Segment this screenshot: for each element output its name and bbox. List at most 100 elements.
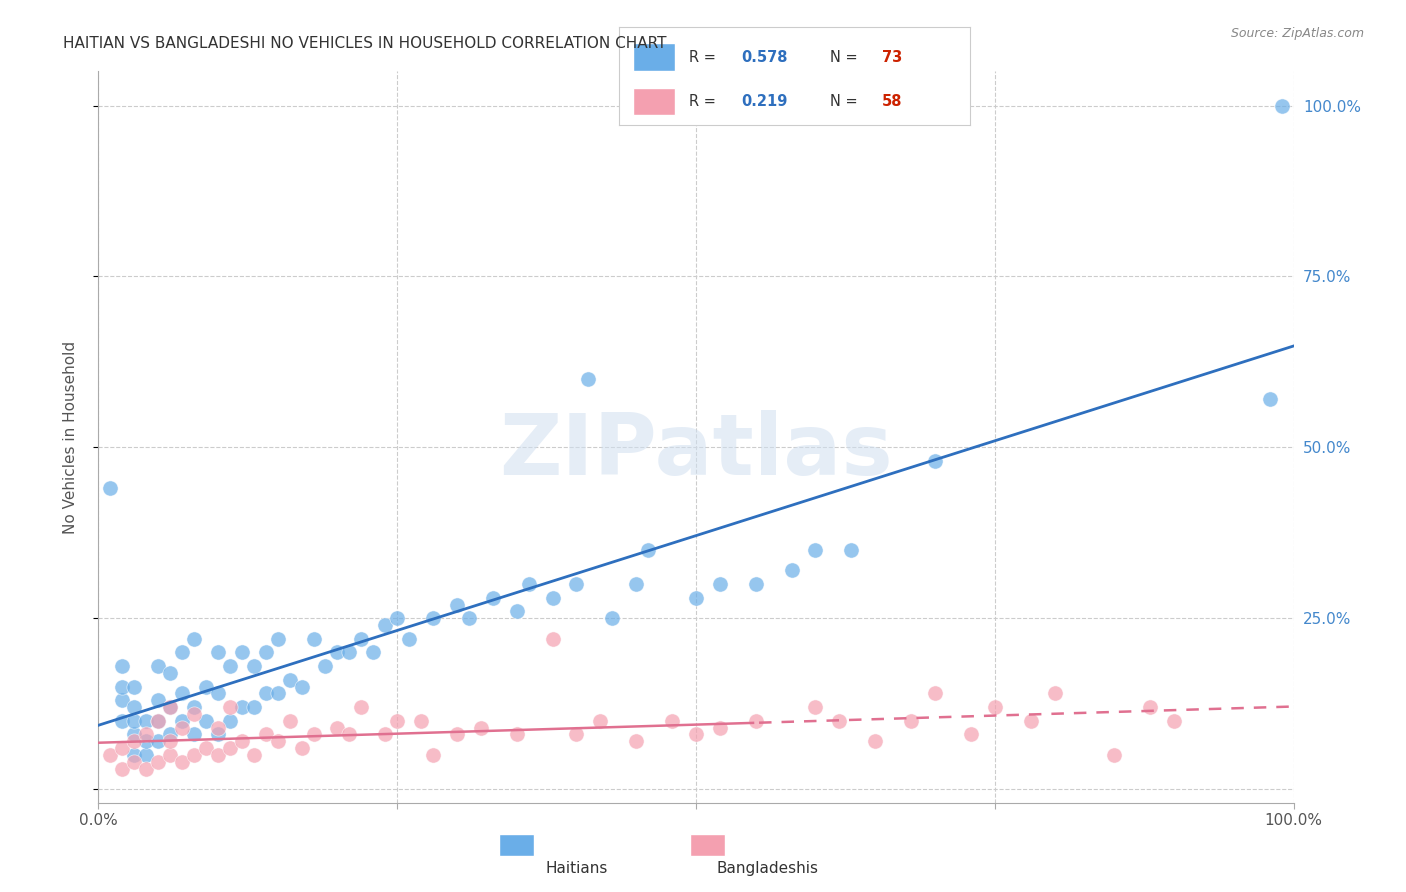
Point (661, 714, 683, 728)
Point (219, 741, 242, 756)
Point (254, 686, 277, 700)
Point (1271, 98, 1294, 112)
Point (124, 727, 146, 741)
Point (278, 714, 301, 728)
Point (183, 632, 205, 646)
Point (326, 721, 349, 735)
Point (576, 372, 599, 386)
Point (709, 721, 731, 735)
Point (267, 734, 290, 748)
Point (481, 591, 505, 605)
Point (541, 632, 564, 646)
Point (135, 714, 157, 728)
Point (135, 734, 157, 748)
Point (315, 659, 337, 673)
Point (124, 747, 146, 762)
Point (219, 659, 242, 673)
Point (959, 727, 981, 741)
Text: HAITIAN VS BANGLADESHI NO VEHICLES IN HOUSEHOLD CORRELATION CHART: HAITIAN VS BANGLADESHI NO VEHICLES IN HO… (63, 36, 666, 51)
Point (124, 755, 146, 769)
Text: N =: N = (830, 50, 862, 65)
Point (159, 747, 181, 762)
Point (565, 577, 588, 591)
Text: Bangladeshis: Bangladeshis (717, 862, 818, 876)
Text: ZIPatlas: ZIPatlas (499, 410, 893, 493)
Point (458, 611, 481, 625)
Point (111, 659, 134, 673)
Point (339, 727, 360, 741)
Point (172, 721, 194, 735)
Point (243, 659, 266, 673)
Point (219, 700, 242, 714)
Point (326, 645, 349, 659)
Point (1258, 392, 1281, 407)
Point (172, 645, 194, 659)
Point (148, 693, 170, 707)
Point (183, 700, 205, 714)
Text: 0.219: 0.219 (742, 94, 787, 109)
Point (804, 542, 827, 557)
Point (159, 700, 181, 714)
Point (385, 611, 409, 625)
Point (111, 680, 134, 694)
Point (291, 680, 314, 694)
Point (900, 714, 922, 728)
FancyBboxPatch shape (633, 87, 675, 115)
Point (135, 747, 157, 762)
Point (841, 542, 863, 557)
Point (231, 734, 253, 748)
Point (685, 727, 707, 741)
Point (565, 727, 588, 741)
Point (863, 734, 887, 748)
Point (219, 714, 242, 728)
Text: R =: R = (689, 94, 720, 109)
Point (446, 727, 468, 741)
Point (517, 577, 540, 591)
Point (1043, 686, 1066, 700)
Point (207, 686, 229, 700)
Point (124, 734, 146, 748)
Point (124, 700, 146, 714)
Text: R =: R = (689, 50, 720, 65)
Point (159, 665, 181, 680)
Point (207, 747, 229, 762)
Point (159, 734, 181, 748)
Point (148, 755, 170, 769)
Point (243, 700, 266, 714)
Point (148, 659, 170, 673)
Point (1163, 714, 1185, 728)
Point (626, 734, 648, 748)
Point (506, 604, 529, 618)
Point (350, 700, 373, 714)
Point (207, 721, 229, 735)
Point (302, 727, 325, 741)
Point (254, 727, 277, 741)
Point (98, 747, 122, 762)
FancyBboxPatch shape (633, 44, 675, 71)
Point (172, 755, 194, 769)
Point (111, 741, 134, 756)
Text: N =: N = (830, 94, 862, 109)
Point (135, 727, 157, 741)
Point (254, 645, 277, 659)
Point (422, 611, 444, 625)
Point (135, 762, 157, 776)
Point (111, 714, 134, 728)
Point (470, 721, 492, 735)
Point (194, 714, 218, 728)
Point (363, 645, 385, 659)
Point (984, 700, 1007, 714)
Point (111, 762, 134, 776)
Text: 0.578: 0.578 (742, 50, 789, 65)
Point (148, 714, 170, 728)
Point (183, 727, 205, 741)
Point (374, 727, 396, 741)
Text: 73: 73 (883, 50, 903, 65)
Point (339, 645, 360, 659)
Text: Haitians: Haitians (546, 862, 607, 876)
Point (506, 727, 529, 741)
Point (541, 591, 564, 605)
Point (194, 741, 218, 756)
Point (183, 747, 205, 762)
Point (267, 632, 290, 646)
